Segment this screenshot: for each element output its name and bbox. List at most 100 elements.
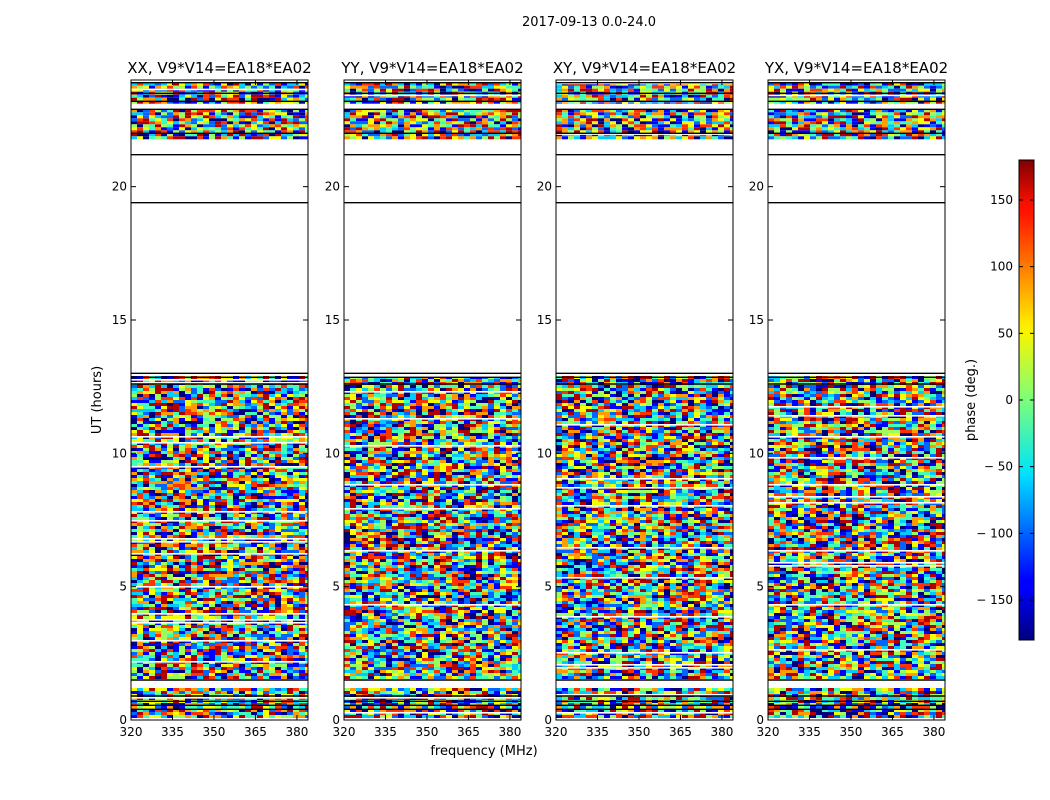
panel-1-cell [131,397,137,400]
panel-2-cell [422,415,428,418]
panel-1-cell [179,670,185,673]
panel-2-cell [344,388,350,391]
panel-1-cell [257,667,263,670]
panel-1-cell [227,439,233,442]
panel-1-cell [155,595,161,598]
panel-1-cell [203,409,209,412]
panel-2-cell [422,436,428,439]
panel-1-cell [251,667,257,670]
panel-2-cell [392,430,398,433]
panel-1-cell [155,469,161,472]
panel-1-cell [203,505,209,508]
panel-2-cell [398,703,404,706]
panel-1-cell [275,508,281,511]
panel-1-cell [161,490,167,493]
panel-2-cell [344,709,350,712]
panel-1-cell [269,400,275,403]
panel-1-cell [131,109,137,113]
panel-2-cell [380,406,386,409]
panel-1-cell [149,85,155,89]
panel-2-cell [410,379,416,382]
panel-1-cell [263,583,269,586]
panel-1-cell [143,571,149,574]
panel-2-cell [404,433,410,436]
panel-1-cell [137,433,143,436]
panel-1-cell [251,670,257,673]
panel-1-cell [227,637,233,640]
panel-1-cell [269,391,275,394]
panel-1-cell [305,514,308,517]
panel-1-cell [227,550,233,553]
panel-1-cell [251,460,257,463]
panel-1-cell [137,616,143,619]
panel-1-cell [251,556,257,559]
panel-1-cell [149,610,155,613]
panel-1-cell [173,112,179,116]
panel-1-cell [221,571,227,574]
panel-2-cell [410,409,416,412]
panel-2-cell [374,379,380,382]
panel-1-cell [299,637,305,640]
panel-1-cell [197,490,203,493]
panel-1-cell [137,82,143,86]
panel-1-cell [179,547,185,550]
panel-1-cell [173,82,179,86]
panel-1-cell [239,574,245,577]
panel-1-cell [281,115,287,119]
panel-1-cell [215,616,221,619]
panel-2-cell [482,436,488,439]
panel-2-cell [470,421,476,424]
panel-1-cell [245,610,251,613]
panel-1-cell [227,547,233,550]
panel-1-cell [179,565,185,568]
panel-1-cell [173,616,179,619]
panel-1-cell [299,643,305,646]
panel-1-cell [293,535,299,538]
panel-1-cell [299,604,305,607]
panel-1-cell [173,634,179,637]
panel-1-cell [215,580,221,583]
panel-2-cell [344,400,350,403]
panel-1-cell [179,601,185,604]
panel-1-cell [245,451,251,454]
panel-2-cell [356,424,362,427]
panel-2-cell [398,388,404,391]
panel-1-cell [149,439,155,442]
panel-1-cell [209,565,215,568]
panel-1-cell [263,535,269,538]
panel-1-cell [161,454,167,457]
panel-1-cell [305,604,308,607]
panel-1-cell [239,568,245,571]
panel-1-cell [155,565,161,568]
panel-2-cell [446,406,452,409]
panel-1-cell [287,508,293,511]
panel-1-cell [239,631,245,634]
panel-2-cell [368,379,374,382]
panel-1-cell [233,547,239,550]
panel-1-cell [245,478,251,481]
panel-2-cell [518,400,521,403]
panel-1-cell [131,664,137,667]
panel-1-cell [275,529,281,532]
panel-1-cell [149,652,155,655]
panel-1-cell [305,457,308,460]
panel-1-cell [251,478,257,481]
panel-1-cell [281,562,287,565]
panel-2-cell [368,715,374,718]
panel-2-cell [374,421,380,424]
panel-1-cell [257,568,263,571]
panel-2-cell [398,430,404,433]
panel-1-cell [251,394,257,397]
panel-2-cell [518,442,521,445]
panel-1-cell [131,130,137,134]
panel-1-cell [245,646,251,649]
panel-1-cell [221,691,227,694]
panel-2-cell [470,706,476,709]
panel-1-cell [227,526,233,529]
panel-1-cell [233,415,239,418]
panel-1-cell [269,121,275,125]
panel-1-cell [233,133,239,137]
panel-2-cell [494,409,500,412]
panel-1-cell [227,445,233,448]
panel-1-cell [275,475,281,478]
